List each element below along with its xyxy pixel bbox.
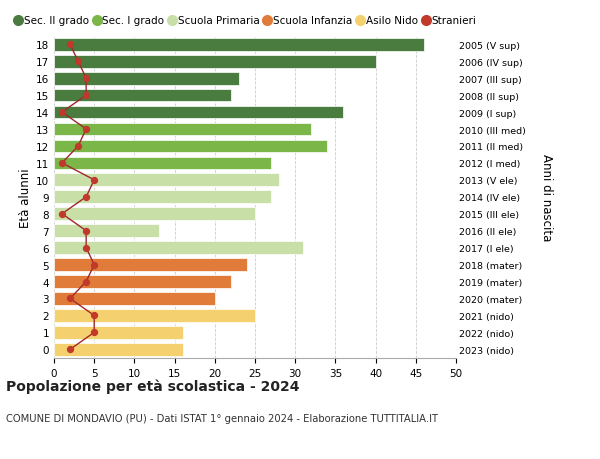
Point — [82, 245, 91, 252]
Bar — [54, 225, 158, 237]
Bar — [54, 106, 343, 119]
Point — [82, 126, 91, 134]
Bar — [54, 275, 231, 288]
Point — [82, 194, 91, 201]
Point — [57, 109, 67, 117]
Point — [73, 143, 83, 150]
Bar — [54, 157, 271, 170]
Point — [89, 329, 99, 336]
Bar — [54, 343, 182, 356]
Bar — [54, 140, 328, 153]
Bar — [54, 292, 215, 305]
Bar — [54, 174, 279, 187]
Point — [82, 75, 91, 83]
Point — [57, 160, 67, 167]
Bar — [54, 326, 182, 339]
Bar — [54, 56, 376, 68]
Point — [57, 211, 67, 218]
Bar — [54, 242, 303, 254]
Point — [89, 261, 99, 269]
Bar — [54, 123, 311, 136]
Point — [82, 92, 91, 100]
Bar — [54, 259, 247, 271]
Point — [65, 346, 75, 353]
Y-axis label: Età alunni: Età alunni — [19, 168, 32, 227]
Text: COMUNE DI MONDAVIO (PU) - Dati ISTAT 1° gennaio 2024 - Elaborazione TUTTITALIA.I: COMUNE DI MONDAVIO (PU) - Dati ISTAT 1° … — [6, 413, 438, 423]
Point — [82, 278, 91, 285]
Point — [65, 295, 75, 302]
Point — [65, 41, 75, 49]
Y-axis label: Anni di nascita: Anni di nascita — [539, 154, 553, 241]
Point — [89, 312, 99, 319]
Bar — [54, 39, 424, 51]
Bar — [54, 90, 231, 102]
Bar — [54, 191, 271, 204]
Point — [73, 58, 83, 66]
Legend: Sec. II grado, Sec. I grado, Scuola Primaria, Scuola Infanzia, Asilo Nido, Stran: Sec. II grado, Sec. I grado, Scuola Prim… — [11, 12, 481, 30]
Bar — [54, 309, 255, 322]
Bar — [54, 73, 239, 85]
Point — [89, 177, 99, 184]
Text: Popolazione per età scolastica - 2024: Popolazione per età scolastica - 2024 — [6, 379, 299, 393]
Point — [82, 228, 91, 235]
Bar — [54, 208, 255, 221]
